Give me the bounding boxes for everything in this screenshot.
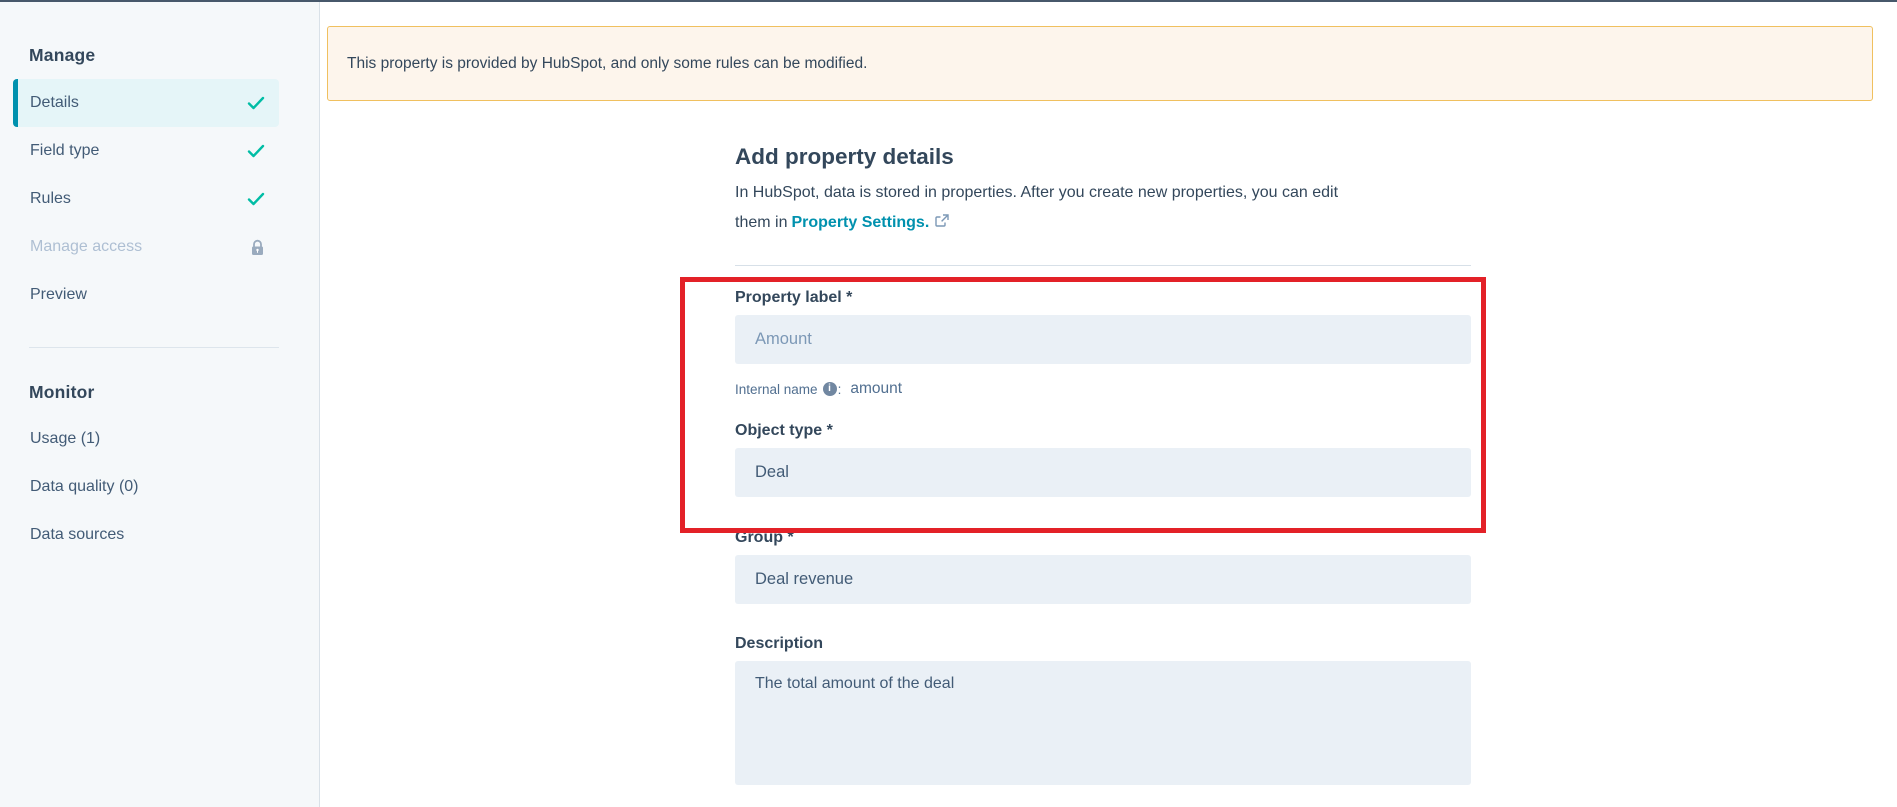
top-edge-strip (0, 0, 1897, 2)
sidebar-item-manage-access[interactable]: Manage access (13, 223, 279, 271)
object-type-label: Object type * (735, 422, 833, 439)
sidebar-item-label: Details (30, 94, 79, 111)
property-label-input[interactable]: Amount (735, 315, 1471, 364)
sidebar-item-data-quality[interactable]: Data quality (0) (13, 463, 279, 511)
monitor-nav-list: Usage (1) Data quality (0) Data sources (0, 415, 319, 559)
sidebar-item-preview[interactable]: Preview (13, 271, 279, 319)
object-type-input[interactable]: Deal (735, 448, 1471, 497)
property-label-label: Property label * (735, 289, 853, 306)
sidebar-item-label: Rules (30, 190, 71, 207)
manage-nav-list: Details Field type Rules Manage access (0, 79, 319, 319)
property-details-form: Add property details In HubSpot, data is… (735, 115, 1471, 785)
intro-line-2-prefix: them in (735, 214, 788, 231)
group-label: Group * (735, 529, 794, 546)
sidebar-item-label: Usage (1) (30, 430, 101, 447)
sidebar-item-details[interactable]: Details (13, 79, 279, 127)
sidebar-section-title-manage: Manage (29, 45, 96, 65)
page-title: Add property details (735, 144, 954, 169)
check-icon (247, 96, 265, 110)
description-textarea[interactable]: The total amount of the deal (735, 661, 1471, 785)
check-icon (247, 144, 265, 158)
internal-name-separator: : (837, 381, 842, 397)
internal-name-label: Internal name (735, 381, 818, 397)
sidebar-item-rules[interactable]: Rules (13, 175, 279, 223)
internal-name-row: Internal name i : amount (735, 379, 1471, 399)
sidebar-item-label: Data quality (0) (30, 478, 139, 495)
sidebar: Manage Details Field type Rules (0, 2, 320, 807)
intro-paragraph: In HubSpot, data is stored in properties… (735, 178, 1471, 239)
sidebar-item-usage[interactable]: Usage (1) (13, 415, 279, 463)
sidebar-item-label: Manage access (30, 238, 143, 255)
sidebar-section-title-monitor: Monitor (29, 382, 95, 402)
sidebar-item-label: Preview (30, 286, 87, 303)
group-input[interactable]: Deal revenue (735, 555, 1471, 604)
check-icon (247, 192, 265, 206)
internal-name-value: amount (850, 380, 903, 397)
sidebar-item-field-type[interactable]: Field type (13, 127, 279, 175)
form-divider (735, 265, 1471, 266)
info-icon[interactable]: i (822, 382, 837, 396)
sidebar-item-label: Field type (30, 142, 100, 159)
external-link-icon (935, 214, 949, 232)
lock-icon (250, 239, 265, 256)
sidebar-item-data-sources[interactable]: Data sources (13, 511, 279, 559)
intro-line-1: In HubSpot, data is stored in properties… (735, 184, 1339, 201)
hubspot-property-warning-banner: This property is provided by HubSpot, an… (327, 26, 1873, 101)
banner-text: This property is provided by HubSpot, an… (347, 54, 868, 72)
property-settings-link[interactable]: Property Settings. (791, 214, 930, 231)
sidebar-divider (29, 347, 279, 348)
description-label: Description (735, 635, 824, 652)
sidebar-item-label: Data sources (30, 526, 125, 543)
